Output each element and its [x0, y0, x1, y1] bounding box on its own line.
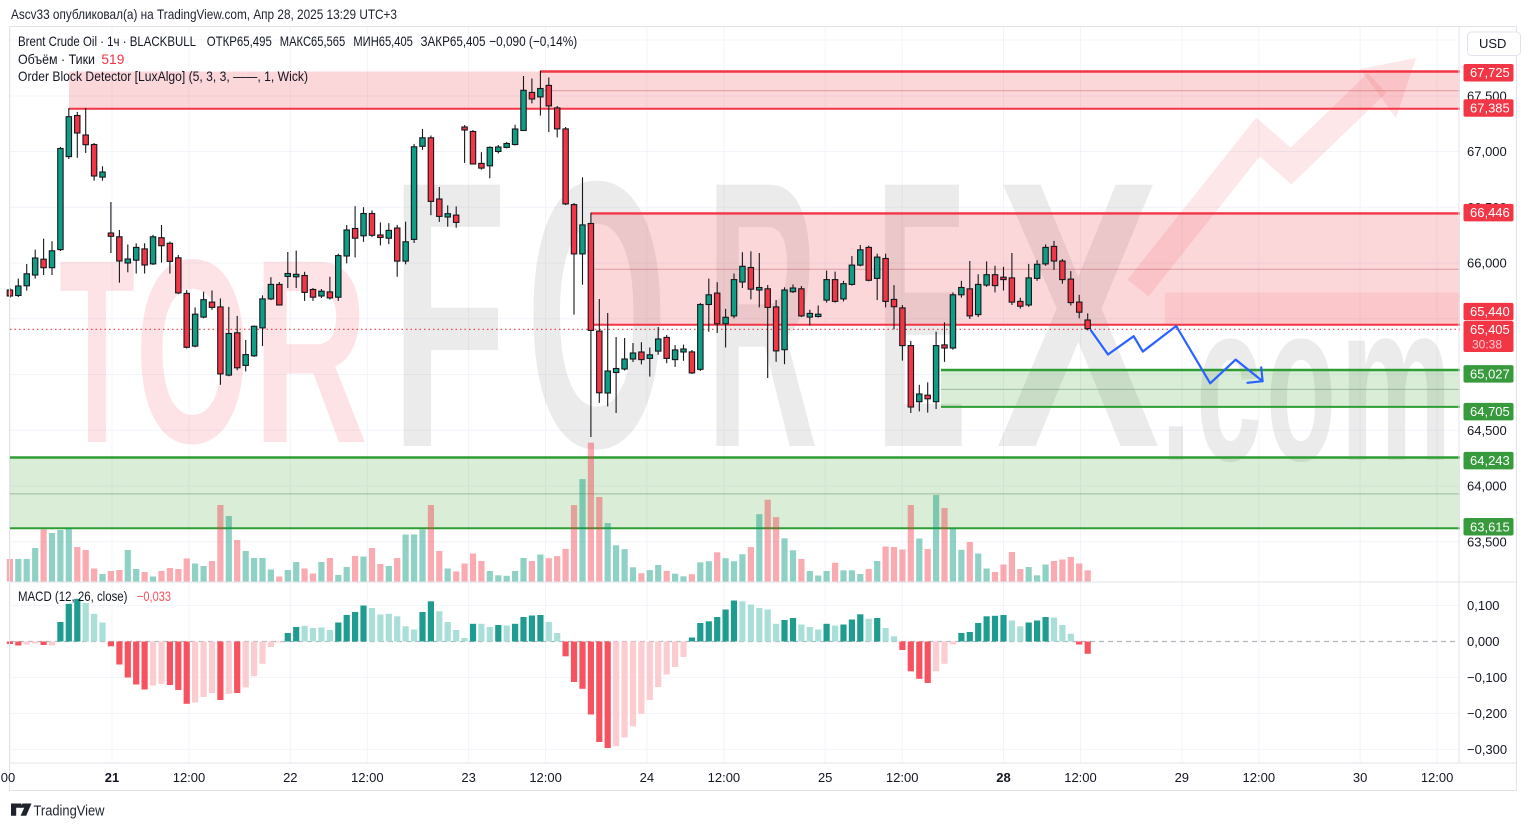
svg-text:−0,300: −0,300 [1467, 742, 1507, 757]
svg-text:67,385: 67,385 [1470, 101, 1510, 116]
svg-text:12:00: 12:00 [886, 770, 919, 785]
svg-text:519: 519 [101, 51, 124, 67]
svg-text:−0,090 (−0,14%): −0,090 (−0,14%) [489, 33, 577, 49]
svg-text:12:00: 12:00 [708, 770, 741, 785]
svg-text:МАКС65,565: МАКС65,565 [280, 33, 346, 49]
svg-text:0,100: 0,100 [1467, 598, 1500, 613]
svg-text:12:00: 12:00 [1064, 770, 1097, 785]
svg-text:67,725: 67,725 [1470, 65, 1510, 80]
svg-text:63,615: 63,615 [1470, 519, 1510, 534]
svg-text:USD: USD [1479, 36, 1506, 51]
svg-text:66,000: 66,000 [1467, 256, 1507, 271]
svg-text:29: 29 [1175, 770, 1189, 785]
svg-text:Brent Crude Oil · 1ч · BLACKBU: Brent Crude Oil · 1ч · BLACKBULL [18, 33, 196, 49]
svg-text:МИН65,405: МИН65,405 [353, 33, 413, 49]
svg-text:12:00: 12:00 [1243, 770, 1276, 785]
svg-text:63,500: 63,500 [1467, 534, 1507, 549]
svg-text:Объём · Тики: Объём · Тики [18, 51, 95, 67]
svg-text:T: T [59, 205, 135, 498]
svg-text:65,027: 65,027 [1470, 366, 1510, 381]
svg-text:MACD (12, 26, close): MACD (12, 26, close) [18, 588, 128, 604]
svg-text:0,000: 0,000 [1467, 634, 1500, 649]
svg-text:12:00: 12:00 [173, 770, 206, 785]
svg-text:12:00: 12:00 [529, 770, 562, 785]
svg-text:64,705: 64,705 [1470, 404, 1510, 419]
svg-text:25: 25 [818, 770, 832, 785]
svg-text:28: 28 [996, 770, 1010, 785]
svg-text:66,446: 66,446 [1470, 205, 1510, 220]
svg-text:24: 24 [640, 770, 654, 785]
svg-text:TradingView: TradingView [34, 804, 105, 820]
svg-text:−0,200: −0,200 [1467, 706, 1507, 721]
svg-text:00: 00 [1, 770, 15, 785]
svg-text:12:00: 12:00 [1421, 770, 1454, 785]
svg-text:ЗАКР65,405: ЗАКР65,405 [421, 33, 486, 49]
svg-text:30:38: 30:38 [1472, 338, 1502, 352]
svg-text:23: 23 [461, 770, 475, 785]
svg-text:o: o [1266, 255, 1336, 508]
svg-text:64,500: 64,500 [1467, 423, 1507, 438]
svg-text:ОТКР65,495: ОТКР65,495 [207, 33, 272, 49]
svg-text:O: O [526, 102, 668, 527]
svg-text:−0,033: −0,033 [137, 588, 171, 604]
svg-text:Ascv33 опубликовал(а) на Tradi: Ascv33 опубликовал(а) на TradingView.com… [11, 6, 397, 22]
svg-text:.: . [1162, 255, 1190, 508]
svg-text:30: 30 [1353, 770, 1367, 785]
svg-text:X: X [996, 102, 1161, 527]
svg-text:m: m [1340, 255, 1452, 508]
svg-text:22: 22 [283, 770, 297, 785]
svg-text:65,405: 65,405 [1470, 322, 1510, 337]
svg-text:−0,100: −0,100 [1467, 670, 1507, 685]
svg-text:12:00: 12:00 [351, 770, 384, 785]
svg-text:Order Block Detector [LuxAlgo]: Order Block Detector [LuxAlgo] (5, 3, 3,… [18, 68, 308, 84]
svg-text:F: F [391, 102, 507, 527]
svg-text:R: R [253, 205, 368, 498]
svg-text:67,000: 67,000 [1467, 144, 1507, 159]
svg-text:64,243: 64,243 [1470, 453, 1510, 468]
svg-text:21: 21 [105, 770, 119, 785]
svg-text:64,000: 64,000 [1467, 479, 1507, 494]
svg-text:65,440: 65,440 [1470, 304, 1510, 319]
